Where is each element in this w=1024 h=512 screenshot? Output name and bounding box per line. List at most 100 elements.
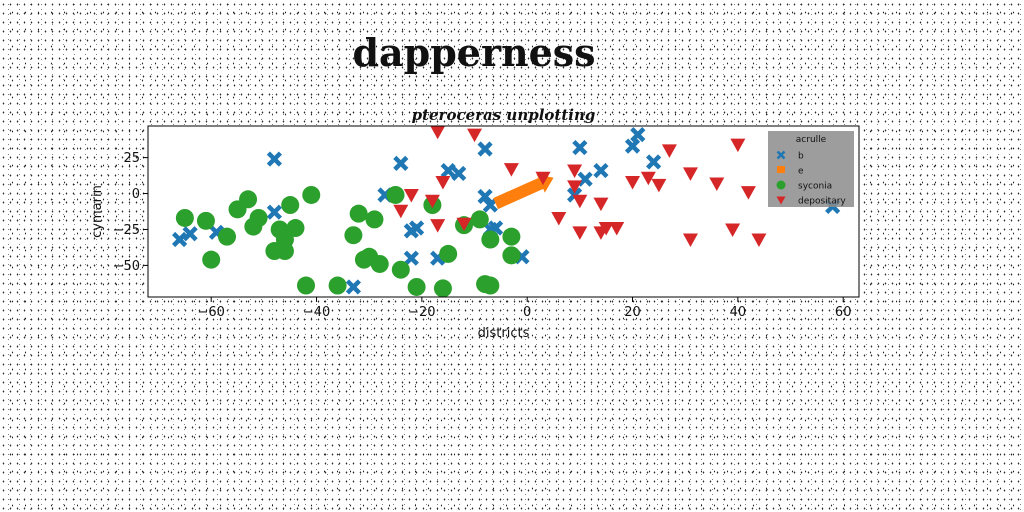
series-syconia-point-22	[391, 260, 410, 279]
series-b-point-14	[482, 197, 498, 213]
x-tick-label: 60	[835, 305, 852, 320]
plot-area	[148, 126, 859, 297]
series-syconia-point-7	[249, 208, 268, 227]
series-b-point-23	[593, 162, 609, 179]
series-syconia-point-26	[439, 244, 458, 263]
series-syconia-point-3	[218, 227, 236, 246]
series-depositary-point-22	[661, 144, 677, 158]
series-b-point-12	[477, 141, 493, 157]
series-depositary-point-20	[640, 171, 656, 186]
x-tick-label: 0	[523, 305, 531, 320]
series-depositary-point-17	[593, 197, 609, 212]
series-depositary-point-29	[751, 233, 767, 248]
series-syconia-point-14	[302, 185, 321, 204]
legend-marker-depositary	[776, 196, 786, 205]
series-depositary-point-0	[430, 125, 446, 140]
series-syconia-point-0	[175, 208, 194, 227]
series-syconia-point-21	[386, 185, 405, 204]
figure-title: dapperness	[352, 30, 596, 75]
legend-label-syconia: syconia	[798, 182, 832, 192]
series-depositary-point-23	[682, 167, 698, 181]
series-depositary-point-26	[725, 223, 741, 237]
series-b-point-13	[477, 188, 493, 205]
series-b-point-0	[172, 231, 188, 248]
y-tick-label: −50	[113, 259, 140, 274]
series-b-point-11	[451, 165, 467, 182]
series-depositary-point-16	[598, 222, 614, 236]
series-syconia-point-31	[481, 230, 500, 249]
series-depositary-point-27	[730, 138, 746, 153]
x-axis-label: districts	[478, 326, 530, 341]
series-depositary-point-19	[625, 176, 641, 190]
series-b-point-4	[266, 151, 282, 167]
series-depositary-point-14	[572, 194, 588, 209]
series-depositary-point-12	[567, 180, 583, 194]
series-syconia-point-33	[502, 227, 521, 246]
series-syconia-point-11	[275, 242, 294, 261]
series-syconia-point-2	[202, 250, 221, 269]
series-depositary-point-25	[709, 177, 725, 191]
series-b-point-7	[403, 250, 419, 266]
series-depositary-point-1	[430, 219, 446, 233]
series-syconia-point-16	[349, 204, 368, 223]
series-syconia-point-25	[433, 279, 452, 298]
series-syconia-point-35	[328, 276, 347, 295]
series-depositary-point-9	[535, 171, 551, 186]
series-e-arrow	[493, 174, 554, 210]
series-syconia-point-32	[502, 246, 521, 265]
series-depositary-point-10	[551, 211, 567, 226]
series-depositary-point-2	[467, 128, 483, 143]
series-b-point-1	[182, 226, 198, 242]
legend-title: acrulle	[796, 135, 827, 145]
series-b-point-24	[624, 138, 641, 154]
series-b-point-3	[266, 204, 282, 220]
series-syconia-point-15	[344, 226, 363, 245]
legend: acrulle be syconia depositary	[768, 131, 854, 207]
series-b-point-21	[572, 139, 588, 156]
series-b-point-8	[409, 220, 425, 236]
series-b-point-25	[630, 127, 646, 143]
series-syconia-point-12	[281, 196, 300, 215]
x-tick-label: 20	[624, 305, 641, 320]
series-b-point-5	[393, 155, 409, 171]
series-depositary-point-11	[567, 164, 583, 179]
series-depositary-point-28	[740, 186, 756, 200]
series-depositary-point-3	[456, 217, 472, 232]
y-tick-label: 0	[132, 187, 140, 202]
series-syconia-point-19	[370, 254, 389, 273]
legend-label-b: b	[798, 152, 804, 162]
series-depositary-point-4	[393, 204, 409, 219]
legend-label-depositary: depositary	[798, 197, 846, 207]
series-syconia-point-13	[286, 219, 305, 238]
series-syconia-point-1	[196, 211, 215, 230]
y-tick-label: 25	[123, 151, 140, 166]
series-depositary-point-13	[572, 226, 588, 240]
series-depositary-point-24	[682, 233, 698, 248]
series-syconia-point-34	[297, 276, 315, 295]
x-tick-label: −40	[303, 305, 330, 320]
y-axis-label: cymarin	[90, 185, 105, 238]
series-b-point-18	[345, 279, 361, 295]
legend-marker-b	[776, 150, 786, 160]
series-depositary-point-18	[609, 222, 625, 236]
series-depositary-point-21	[651, 178, 667, 193]
series-b-point-22	[577, 171, 593, 187]
axes-frame	[147, 125, 860, 298]
series-depositary-point-7	[435, 176, 451, 190]
series-b-point-26	[646, 154, 662, 170]
series-syconia-point-5	[239, 190, 258, 209]
series-syconia-point-30	[481, 276, 500, 295]
series-syconia-point-20	[365, 210, 384, 229]
series-depositary-point-6	[424, 194, 440, 209]
chart-title: pteroceras unplotting	[412, 106, 596, 124]
series-b-point-10	[440, 162, 456, 179]
series-syconia-point-23	[407, 277, 426, 296]
series-syconia-point-28	[470, 210, 489, 229]
series-depositary-point-8	[503, 163, 519, 177]
series-depositary-point-5	[403, 188, 419, 203]
x-tick-label: −20	[408, 305, 435, 320]
x-tick-label: 40	[730, 305, 747, 320]
x-tick-label: −60	[197, 305, 224, 320]
y-tick-label: −25	[113, 223, 140, 238]
